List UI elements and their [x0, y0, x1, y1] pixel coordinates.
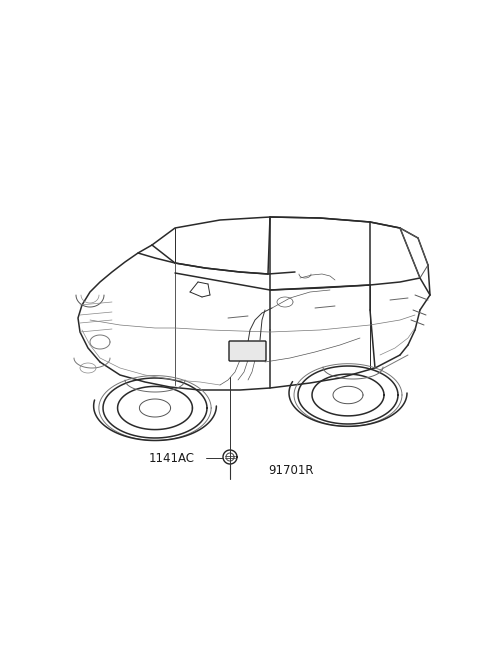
Text: 1141AC: 1141AC	[149, 452, 195, 465]
FancyBboxPatch shape	[229, 341, 266, 361]
Text: 91701R: 91701R	[268, 464, 313, 477]
